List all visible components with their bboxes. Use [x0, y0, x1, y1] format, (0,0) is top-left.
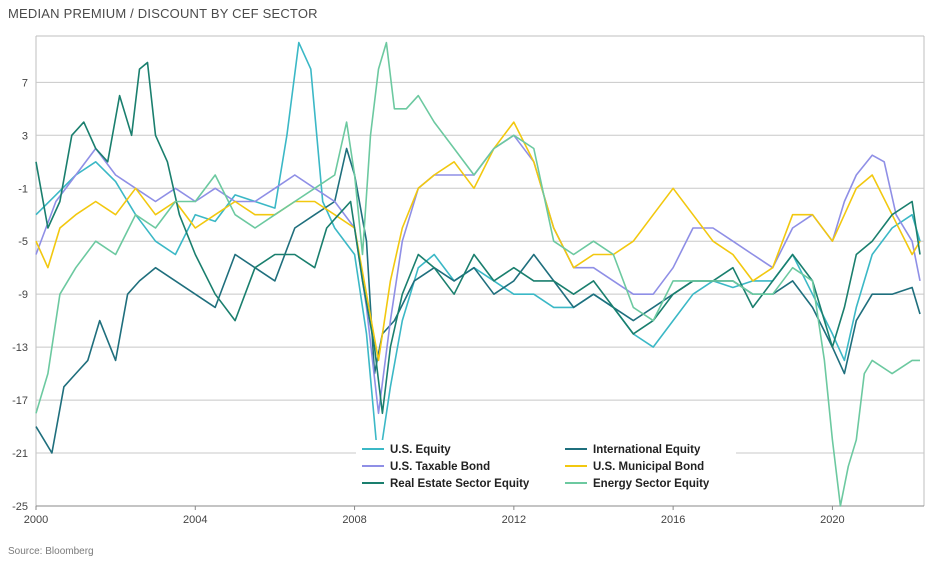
y-tick-label: -1 [18, 183, 28, 195]
y-tick-label: -25 [12, 501, 28, 513]
x-tick-label: 2020 [820, 514, 844, 526]
legend-label: U.S. Taxable Bond [390, 461, 490, 473]
legend-label: U.S. Equity [390, 444, 451, 456]
y-tick-label: -13 [12, 342, 28, 354]
legend-label: U.S. Municipal Bond [593, 461, 704, 473]
legend: U.S. Equity International Equity U.S. Taxa… [356, 440, 736, 498]
grid-lines [35, 35, 925, 507]
source-note: Source: Bloomberg [8, 546, 94, 557]
chart-title: MEDIAN PREMIUM / DISCOUNT BY CEF SECTOR [8, 6, 318, 21]
y-tick-label: -21 [12, 448, 28, 460]
y-tick-label: 7 [22, 77, 28, 89]
legend-label: International Equity [593, 444, 701, 456]
x-tick-label: 2016 [661, 514, 685, 526]
series-line-u-s-municipal-bond [35, 121, 921, 362]
legend-background [356, 440, 736, 498]
y-tick-label: -5 [18, 236, 28, 248]
legend-label: Real Estate Sector Equity [390, 478, 530, 490]
x-tick-label: 2012 [502, 514, 526, 526]
series-line-u-s-equity [35, 41, 921, 468]
y-axis-ticks: 7 3 -1 -5 -9 -13 -17 -21 -25 [12, 77, 28, 513]
series-line-real-estate-sector-equity [35, 61, 921, 415]
legend-label: Energy Sector Equity [593, 478, 710, 490]
x-tick-label: 2008 [342, 514, 366, 526]
y-tick-label: -17 [12, 395, 28, 407]
x-tick-label: 2004 [183, 514, 207, 526]
series-lines [35, 41, 921, 507]
y-tick-label: 3 [22, 130, 28, 142]
x-tick-label: 2000 [24, 514, 48, 526]
series-line-energy-sector-equity [35, 41, 920, 507]
y-tick-label: -9 [18, 289, 28, 301]
series-line-international-equity [35, 147, 921, 454]
x-axis-ticks: 2000 2004 2008 2012 2016 2020 [24, 506, 845, 526]
